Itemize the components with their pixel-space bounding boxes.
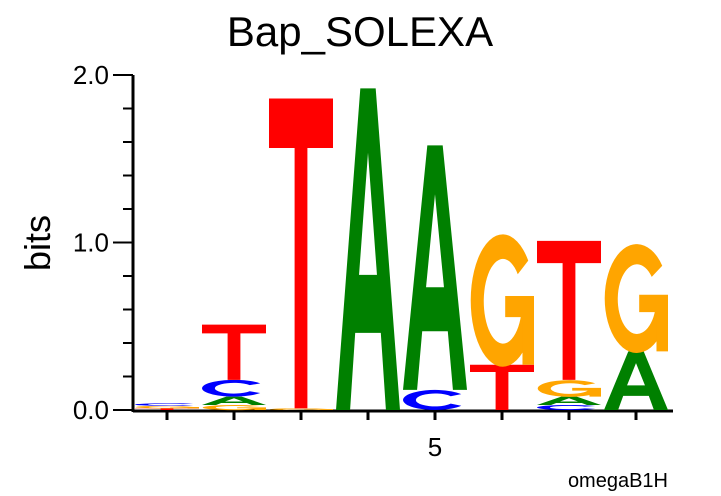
- logo-letter-C: [202, 379, 261, 397]
- logo-letter-G: [604, 244, 668, 353]
- logo-letter-T: [537, 240, 601, 380]
- logo-letter-G: [202, 405, 266, 411]
- logo-letter-T: [470, 364, 534, 410]
- logo-letter-G: [135, 405, 199, 409]
- letter-glyph-A: [537, 396, 601, 405]
- letter-glyph-G: [202, 405, 266, 411]
- logo-letter-A: [537, 396, 601, 405]
- letter-glyph-G: [304, 409, 333, 410]
- y-axis-label: bits: [17, 215, 58, 271]
- letter-glyph-T: [470, 364, 534, 410]
- letter-glyph-G: [269, 408, 333, 411]
- y-tick-label: 1.0: [73, 228, 109, 258]
- letter-glyph-G: [639, 294, 668, 352]
- letter-glyph-G: [572, 387, 601, 397]
- logo-letter-G: [470, 234, 534, 367]
- letter-glyph-C: [135, 403, 194, 406]
- letter-glyph-C: [202, 379, 261, 397]
- letter-glyph-T: [269, 98, 333, 409]
- axes: 0.0 1.0 2.0 5: [73, 60, 673, 462]
- letter-glyph-A: [604, 351, 668, 410]
- letter-glyph-T: [537, 240, 601, 380]
- letter-glyph-G: [505, 295, 534, 365]
- logo-letter-T: [269, 98, 333, 409]
- logo-letter-G: [537, 380, 601, 397]
- x-tick-label: 5: [428, 432, 442, 462]
- footer-label: omegaB1H: [568, 470, 668, 492]
- y-tick-label: 2.0: [73, 60, 109, 90]
- letter-glyph-G: [604, 244, 668, 353]
- logo-letter-T: [135, 408, 199, 410]
- letter-glyph-G: [170, 407, 199, 409]
- letter-glyph-G: [470, 234, 534, 367]
- letter-glyph-A: [403, 145, 467, 390]
- y-tick-label: 0.0: [73, 395, 109, 425]
- logo-letter-G: [269, 408, 333, 411]
- letter-glyph-C: [403, 389, 462, 410]
- logo-letter-T: [202, 324, 266, 380]
- letter-glyph-T: [135, 408, 199, 410]
- letter-glyph-T: [202, 324, 266, 380]
- logo-letter-C: [537, 404, 596, 410]
- logo-letter-A: [202, 396, 266, 405]
- letter-glyph-G: [135, 405, 199, 409]
- chart-title: Bap_SOLEXA: [227, 8, 493, 55]
- logo-letter-A: [604, 351, 668, 410]
- logo-letter-A: [336, 88, 400, 411]
- letter-glyph-C: [537, 404, 596, 410]
- letter-glyph-G: [537, 380, 601, 397]
- letter-stacks: [135, 88, 668, 411]
- letter-glyph-A: [202, 396, 266, 405]
- logo-letter-C: [403, 389, 462, 410]
- letter-glyph-A: [336, 88, 400, 411]
- logo-letter-C: [135, 403, 194, 406]
- logo-letter-A: [403, 145, 467, 390]
- letter-glyph-G: [237, 407, 266, 410]
